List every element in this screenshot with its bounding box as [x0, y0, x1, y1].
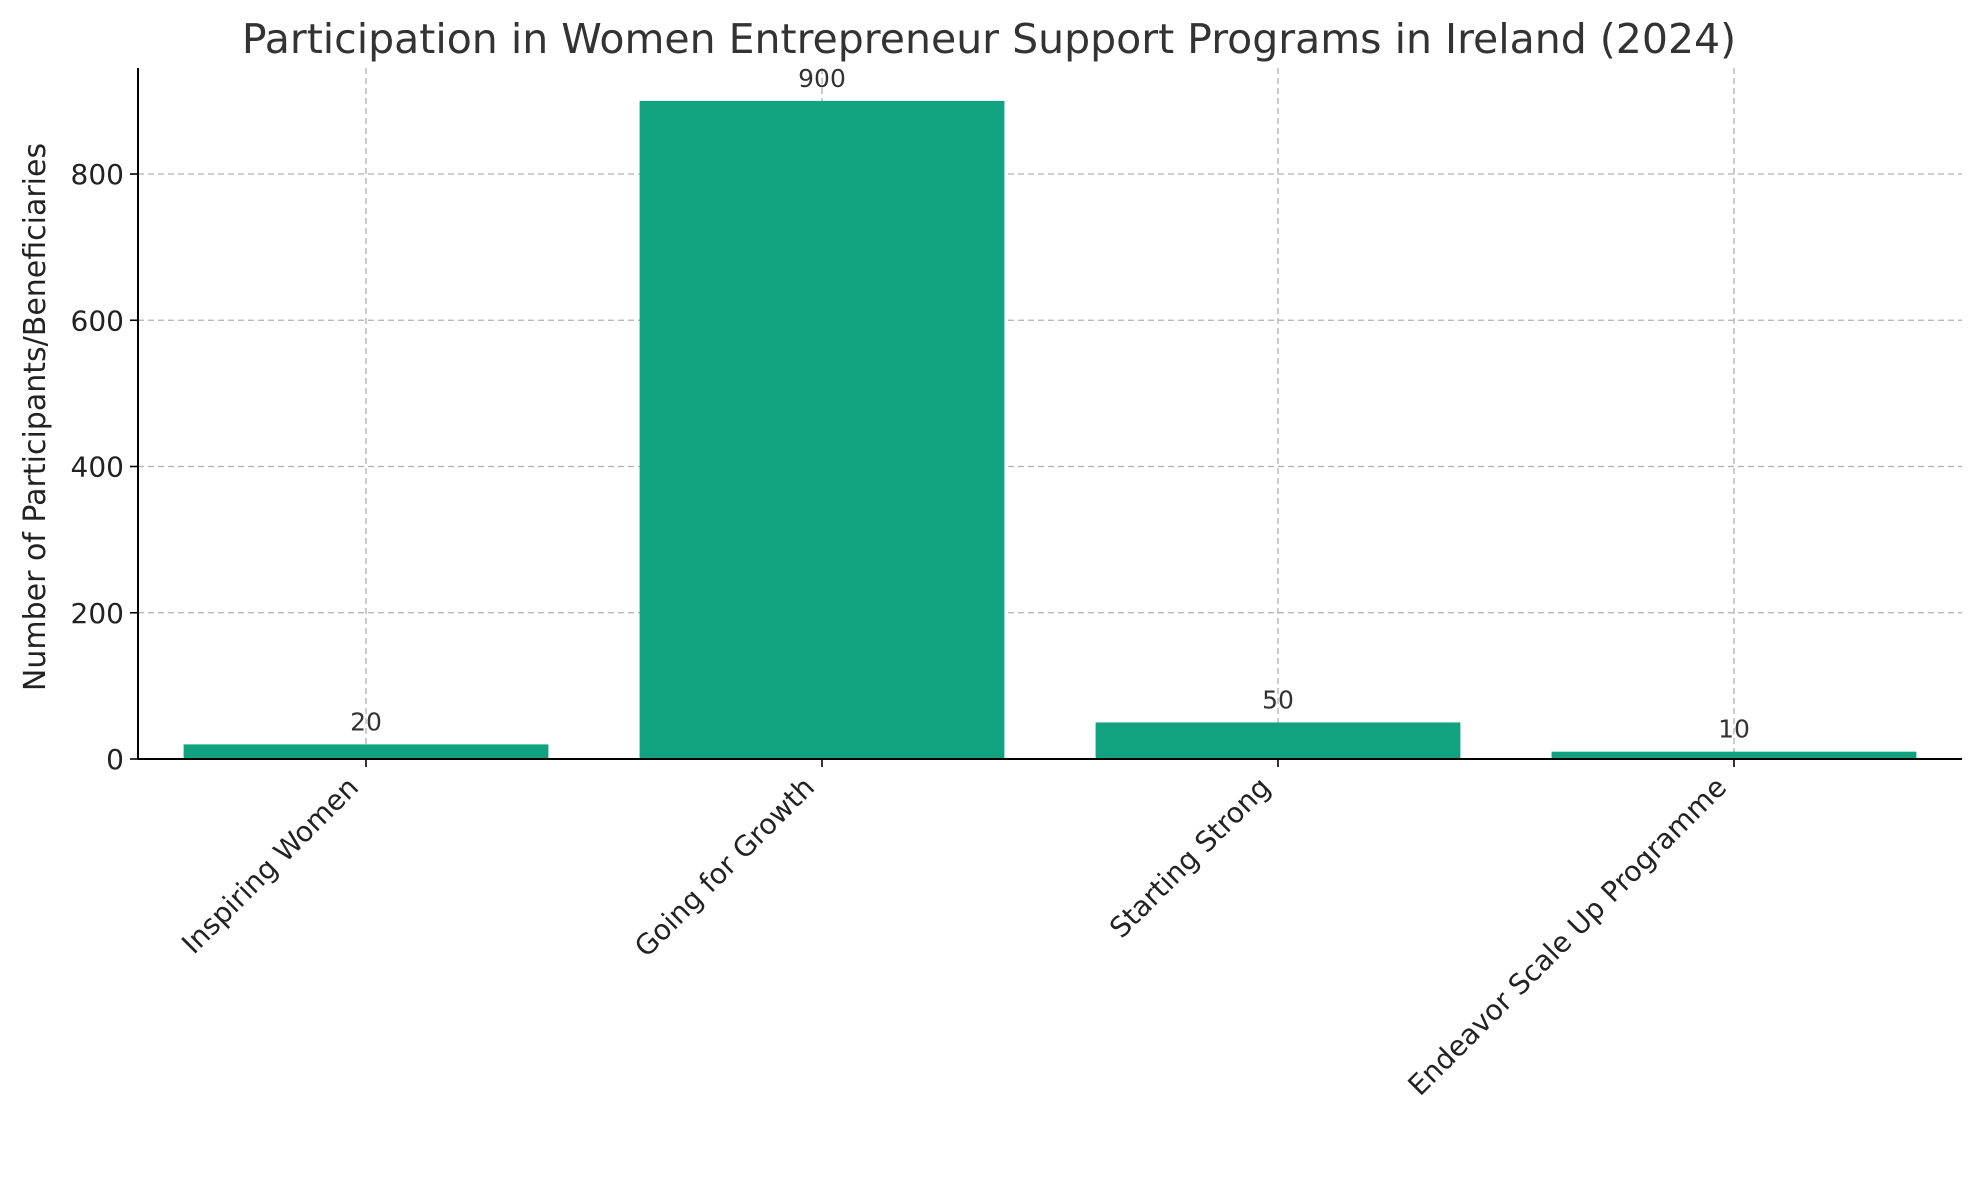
x-tick-label-3: Endeavor Scale Up Programme — [1401, 771, 1732, 1102]
bar-2 — [1095, 722, 1461, 759]
x-tick-label-2: Starting Strong — [1103, 771, 1277, 945]
data-label-0: 20 — [350, 707, 382, 736]
x-tick-label-0: Inspiring Women — [175, 771, 365, 961]
data-label-3: 10 — [1718, 715, 1750, 744]
y-tick-label-2: 400 — [71, 451, 124, 484]
chart-title: Participation in Women Entrepreneur Supp… — [242, 15, 1736, 63]
data-label-2: 50 — [1262, 685, 1294, 714]
y-tick-label-4: 800 — [71, 158, 124, 191]
data-labels: 20 900 50 10 — [350, 64, 1750, 744]
axes — [130, 68, 1962, 767]
grid-lines — [138, 68, 1962, 759]
y-axis-label: Number of Participants/Beneficiaries — [18, 143, 53, 691]
y-tick-label-1: 200 — [71, 597, 124, 630]
y-tick-label-0: 0 — [106, 743, 124, 776]
y-tick-label-3: 600 — [71, 304, 124, 337]
bar-3 — [1551, 751, 1917, 759]
data-label-1: 900 — [798, 64, 846, 93]
bar-0 — [183, 744, 549, 759]
x-tick-label-1: Going for Growth — [628, 771, 821, 964]
bar-1 — [639, 100, 1005, 759]
bars — [183, 100, 1917, 759]
